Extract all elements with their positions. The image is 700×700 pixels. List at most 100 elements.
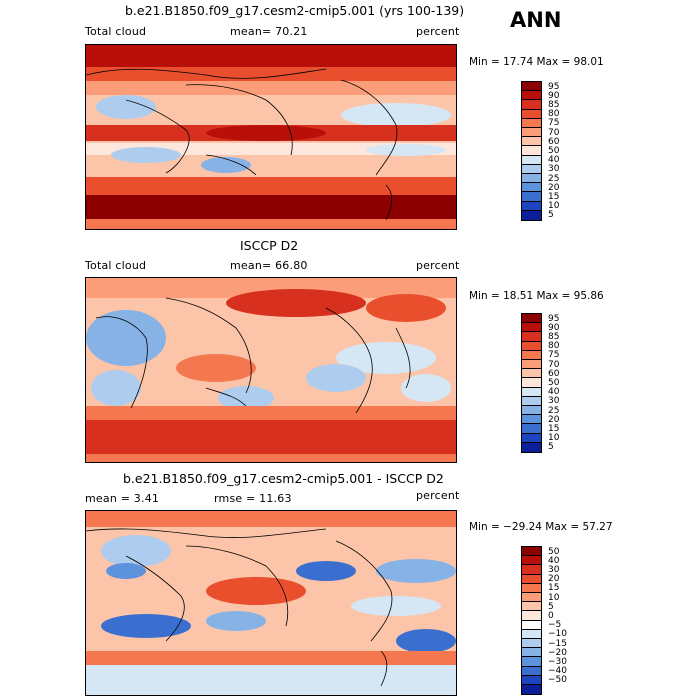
panel-3-title: b.e21.B1850.f09_g17.cesm2-cmip5.001 - IS…: [123, 471, 444, 486]
colorbar-3-tick-label: −50: [548, 675, 567, 686]
panel-3-map: [85, 510, 457, 696]
colorbar-1-tick-label: 60: [548, 136, 560, 147]
panel-1-map: [85, 44, 457, 230]
colorbar-1-box: [522, 118, 541, 128]
colorbar-1-box: [522, 192, 541, 202]
colorbar-2-box: [522, 442, 541, 452]
colorbar-1-box: [522, 91, 541, 101]
colorbar-3-box: [522, 666, 541, 676]
colorbar-1-tick-label: 70: [548, 127, 560, 138]
colorbar-1-tick-label: 90: [548, 90, 560, 101]
colorbar-3-box: [522, 639, 541, 649]
colorbar-1-tick-label: 80: [548, 109, 560, 120]
panel-3-minmax: Min = −29.24 Max = 57.27: [469, 521, 613, 533]
colorbar-2-box: [522, 424, 541, 434]
colorbar-1-box: [522, 146, 541, 156]
colorbar-2-tick-label: 90: [548, 322, 560, 333]
panel-2-colorbar: [521, 313, 542, 453]
colorbar-3-box: [522, 602, 541, 612]
colorbar-1-tick-label: 30: [548, 164, 560, 175]
colorbar-1-box: [522, 109, 541, 119]
panel-3-colorbar: [521, 546, 542, 696]
colorbar-3-box: [522, 611, 541, 621]
colorbar-1-tick-label: 40: [548, 155, 560, 166]
season-label: ANN: [510, 8, 562, 32]
panel-3-units-label: percent: [416, 489, 460, 502]
panel-3-rmse-label: rmse = 11.63: [214, 492, 292, 505]
colorbar-3-tick-label: −15: [548, 638, 567, 649]
panel-1-variable-label: Total cloud: [85, 25, 147, 38]
colorbar-3-tick-label: −40: [548, 666, 567, 677]
colorbar-2-tick-label: 15: [548, 424, 560, 434]
colorbar-1-tick-label: 50: [548, 146, 560, 156]
colorbar-3-box: [522, 685, 541, 695]
colorbar-2-box: [522, 341, 541, 351]
colorbar-3-box: [522, 565, 541, 575]
colorbar-3-tick-label: −10: [548, 629, 567, 640]
panel-1-contour-plot: [86, 45, 456, 229]
colorbar-2-box: [522, 360, 541, 370]
colorbar-2-box: [522, 415, 541, 425]
colorbar-3-tick-label: 5: [548, 601, 554, 612]
colorbar-2-tick-label: 10: [548, 433, 560, 444]
colorbar-1-box: [522, 155, 541, 165]
panel-2-units-label: percent: [416, 259, 460, 272]
colorbar-2-tick-label: 40: [548, 387, 560, 398]
colorbar-2-box: [522, 314, 541, 324]
colorbar-2-tick-label: 25: [548, 405, 560, 416]
colorbar-1-box: [522, 128, 541, 138]
panel-1-minmax: Min = 17.74 Max = 98.01: [469, 56, 604, 68]
colorbar-3-tick-label: 20: [548, 574, 560, 585]
colorbar-1-box: [522, 164, 541, 174]
panel-2-variable-label: Total cloud: [85, 259, 147, 272]
colorbar-2-box: [522, 387, 541, 397]
colorbar-3-tick-label: 10: [548, 592, 560, 603]
colorbar-1-box: [522, 82, 541, 92]
colorbar-2-box: [522, 323, 541, 333]
colorbar-1-box: [522, 210, 541, 220]
colorbar-2-tick-label: 50: [548, 378, 560, 388]
colorbar-1-tick-label: 5: [548, 210, 554, 221]
colorbar-2-box: [522, 369, 541, 379]
colorbar-1-box: [522, 174, 541, 184]
colorbar-2-tick-label: 75: [548, 350, 560, 361]
colorbar-1-tick-label: 25: [548, 173, 560, 184]
colorbar-3-box: [522, 675, 541, 685]
panel-3-mean-label: mean = 3.41: [85, 492, 160, 505]
colorbar-2-box: [522, 378, 541, 388]
colorbar-2-tick-label: 5: [548, 442, 554, 453]
colorbar-3-box: [522, 648, 541, 658]
colorbar-3-tick-label: −5: [548, 620, 562, 631]
colorbar-3-box: [522, 593, 541, 603]
panel-1-colorbar: [521, 81, 542, 221]
colorbar-2-box: [522, 332, 541, 342]
colorbar-2-box: [522, 433, 541, 443]
colorbar-3-tick-label: 30: [548, 565, 560, 575]
panel-2-mean-label: mean= 66.80: [230, 259, 308, 272]
colorbar-3-tick-label: −30: [548, 657, 567, 667]
panel-1-title: b.e21.B1850.f09_g17.cesm2-cmip5.001 (yrs…: [125, 3, 465, 18]
colorbar-3-box: [522, 547, 541, 557]
colorbar-1-box: [522, 100, 541, 110]
colorbar-3-box: [522, 657, 541, 667]
colorbar-2-tick-label: 80: [548, 341, 560, 352]
colorbar-1-box: [522, 201, 541, 211]
colorbar-3-box: [522, 620, 541, 630]
colorbar-2-tick-label: 60: [548, 368, 560, 379]
colorbar-3-box: [522, 629, 541, 639]
colorbar-1-tick-label: 15: [548, 192, 560, 202]
colorbar-3-tick-label: 0: [548, 611, 554, 621]
colorbar-2-tick-label: 20: [548, 414, 560, 425]
colorbar-2-tick-label: 95: [548, 313, 560, 324]
colorbar-2-box: [522, 406, 541, 416]
colorbar-1-box: [522, 183, 541, 193]
colorbar-3-tick-label: 40: [548, 555, 560, 566]
colorbar-1-tick-label: 20: [548, 182, 560, 193]
colorbar-2-tick-label: 85: [548, 332, 560, 342]
colorbar-1-box: [522, 137, 541, 147]
panel-2-title: ISCCP D2: [240, 238, 299, 253]
colorbar-3-tick-label: 15: [548, 583, 560, 594]
colorbar-3-box: [522, 574, 541, 584]
panel-2-map: [85, 277, 457, 463]
colorbar-3-tick-label: 50: [548, 546, 560, 557]
